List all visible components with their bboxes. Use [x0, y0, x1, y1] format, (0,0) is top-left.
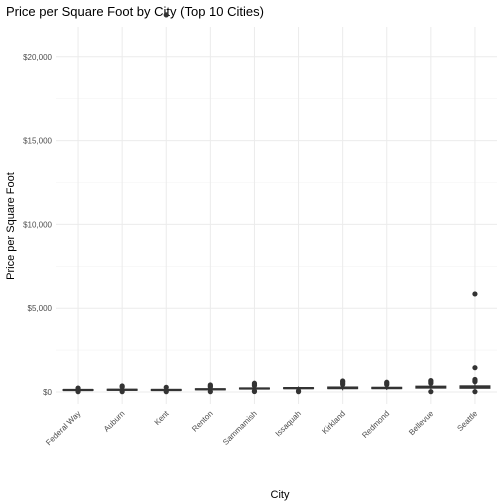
chart-title: Price per Square Foot by City (Top 10 Ci… [6, 4, 264, 19]
x-tick-label: Federal Way [44, 409, 82, 447]
outlier-point [340, 378, 345, 383]
x-tick-label: Sammamish [221, 409, 259, 447]
outlier-point [384, 380, 389, 385]
x-tick-label: Auburn [102, 409, 127, 434]
outlier-point [252, 388, 257, 393]
outlier-point [296, 388, 301, 393]
outlier-point [120, 383, 125, 388]
plot-area [63, 12, 490, 394]
outlier-point [472, 365, 477, 370]
x-axis-title: City [271, 489, 290, 501]
x-axis-ticks: Federal Way Auburn Kent Renton Sammamish Issa… [44, 409, 480, 448]
outlier-point [208, 389, 213, 394]
outlier-point [164, 12, 169, 17]
outlier-point [208, 382, 213, 387]
y-axis-title: Price per Square Foot [5, 172, 17, 280]
outlier-point [472, 379, 477, 384]
y-tick-label: $10,000 [23, 220, 52, 229]
x-tick-label: Redmond [360, 409, 391, 440]
x-tick-label: Seattle [455, 409, 479, 433]
outlier-point [75, 386, 80, 391]
outlier-point [428, 389, 433, 394]
y-axis-ticks: $0 $5,000 $10,000 $15,000 $20,000 [23, 53, 52, 397]
x-tick-label: Renton [190, 409, 215, 434]
outlier-point [120, 389, 125, 394]
outlier-point [472, 291, 477, 296]
x-tick-label: Issaquah [274, 409, 303, 438]
outlier-point [164, 385, 169, 390]
y-tick-label: $0 [43, 388, 52, 397]
outlier-point [252, 381, 257, 386]
x-tick-label: Kirkland [320, 409, 347, 436]
grid [56, 27, 497, 404]
x-tick-label: Kent [153, 409, 172, 428]
x-tick-label: Bellevue [407, 409, 435, 437]
y-tick-label: $5,000 [28, 304, 53, 313]
y-tick-label: $15,000 [23, 137, 52, 146]
y-tick-label: $20,000 [23, 53, 52, 62]
outlier-point [472, 389, 477, 394]
outlier-point [428, 378, 433, 383]
